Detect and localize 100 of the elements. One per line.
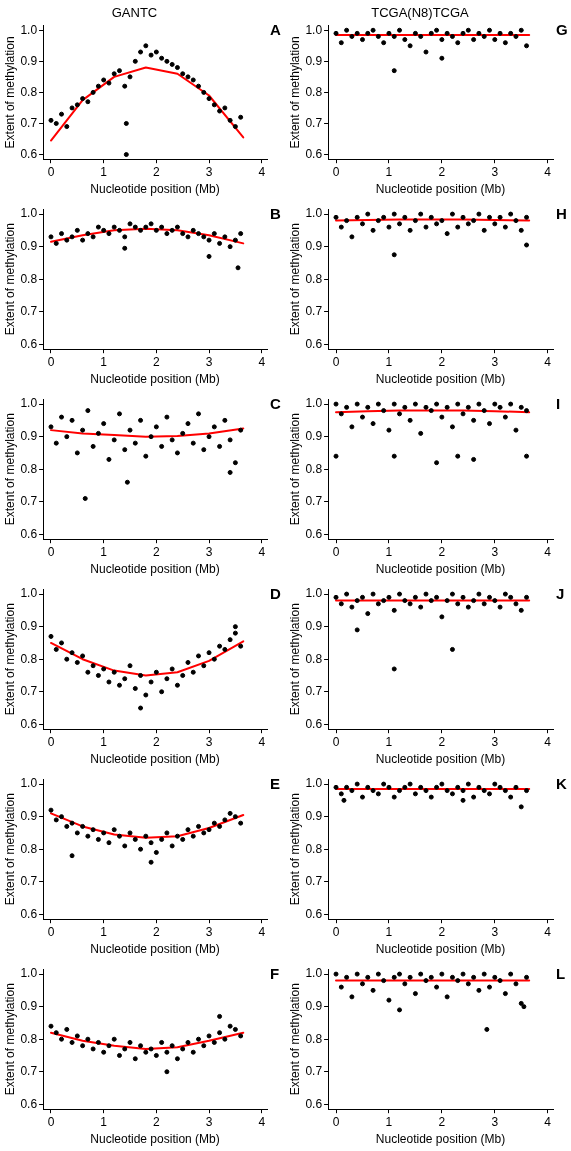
text: E	[270, 774, 281, 792]
x-tick-label: 0	[332, 544, 340, 559]
x-tick-label: 1	[385, 164, 393, 179]
x-tick-label: 2	[153, 924, 161, 939]
x-tick-label: 1	[385, 354, 393, 369]
x-tick-label: 0	[47, 924, 55, 939]
x-tick-label: 2	[438, 544, 446, 559]
x-tick-label: 4	[544, 924, 552, 939]
x-tick-label: 1	[100, 354, 108, 369]
y-tick-label: 0.8	[20, 271, 38, 286]
y-tick-label: 0.9	[20, 618, 38, 633]
x-tick-label: 0	[47, 1114, 55, 1129]
y-tick-label: 1.0	[305, 22, 323, 37]
x-tick-label: 1	[385, 544, 393, 559]
y-tick-label: 0.7	[20, 684, 38, 699]
y-axis-title: Extent of methylation	[2, 793, 17, 906]
x-tick-label: 2	[153, 164, 161, 179]
y-tick-label: 0.7	[20, 494, 38, 509]
x-tick-label: 0	[332, 734, 340, 749]
y-tick-label: 0.7	[305, 874, 323, 889]
x-tick-label: 3	[205, 164, 213, 179]
y-tick-label: 0.9	[305, 428, 323, 443]
y-tick-label: 0.9	[20, 238, 38, 253]
y-axis-title: Extent of methylation	[2, 983, 17, 1096]
x-tick-label: 1	[100, 1114, 108, 1129]
y-tick-label: 1.0	[305, 776, 323, 791]
y-tick-label: 1.0	[20, 396, 38, 411]
y-tick-label: 0.9	[305, 53, 323, 68]
x-axis-title: Nucleotide position (Mb)	[90, 942, 220, 957]
x-axis-title: Nucleotide position (Mb)	[90, 372, 220, 387]
text: I	[556, 394, 561, 412]
y-tick-label: 0.9	[20, 998, 38, 1013]
y-axis-title: Extent of methylation	[287, 36, 302, 149]
x-axis-title: Nucleotide position (Mb)	[90, 1132, 220, 1147]
y-axis-title: Extent of methylation	[2, 603, 17, 716]
y-tick-label: 0.6	[20, 1096, 38, 1111]
x-axis-title: Nucleotide position (Mb)	[375, 752, 506, 767]
y-tick-label: 0.9	[305, 618, 323, 633]
x-tick-label: 0	[332, 1114, 340, 1129]
x-tick-label: 3	[491, 734, 499, 749]
x-tick-label: 3	[491, 164, 499, 179]
x-tick-label: 3	[205, 1114, 213, 1129]
y-tick-label: 0.8	[305, 461, 323, 476]
x-tick-label: 4	[544, 164, 552, 179]
y-tick-label: 0.6	[305, 906, 323, 921]
x-tick-label: 0	[332, 164, 340, 179]
y-tick-label: 0.8	[20, 1031, 38, 1046]
x-tick-label: 4	[544, 734, 552, 749]
x-tick-label: 2	[153, 1114, 161, 1129]
x-tick-label: 2	[153, 734, 161, 749]
text: J	[556, 584, 565, 602]
x-tick-label: 2	[438, 924, 446, 939]
y-tick-label: 0.7	[305, 1064, 323, 1079]
y-tick-label: 0.6	[20, 526, 38, 541]
x-tick-label: 1	[385, 1114, 393, 1129]
y-tick-label: 0.6	[305, 526, 323, 541]
y-tick-label: 0.8	[20, 461, 38, 476]
x-tick-label: 4	[258, 354, 266, 369]
y-tick-label: 1.0	[305, 206, 323, 221]
y-tick-label: 0.6	[20, 146, 38, 161]
y-axis-title: Extent of methylation	[2, 223, 17, 336]
x-tick-label: 4	[258, 544, 266, 559]
y-tick-label: 0.6	[20, 716, 38, 731]
y-axis-title: Extent of methylation	[287, 223, 302, 336]
x-tick-label: 1	[385, 734, 393, 749]
y-tick-label: 0.8	[20, 84, 38, 99]
x-tick-label: 1	[100, 544, 108, 559]
x-axis-title: Nucleotide position (Mb)	[90, 752, 220, 767]
x-tick-label: 0	[332, 924, 340, 939]
text: L	[556, 964, 566, 982]
x-tick-label: 1	[100, 164, 108, 179]
y-tick-label: 0.7	[20, 874, 38, 889]
y-tick-label: 1.0	[305, 396, 323, 411]
y-tick-label: 0.9	[20, 428, 38, 443]
x-axis-title: Nucleotide position (Mb)	[375, 372, 506, 387]
y-tick-label: 0.6	[20, 906, 38, 921]
text: G	[556, 21, 568, 39]
y-tick-label: 0.8	[305, 271, 323, 286]
x-tick-label: 1	[100, 734, 108, 749]
text: B	[270, 204, 281, 222]
y-tick-label: 0.8	[305, 1031, 323, 1046]
x-tick-label: 3	[205, 544, 213, 559]
y-tick-label: 1.0	[20, 776, 38, 791]
y-tick-label: 0.6	[20, 336, 38, 351]
x-tick-label: 4	[544, 354, 552, 369]
y-tick-label: 0.9	[305, 238, 323, 253]
x-tick-label: 4	[544, 544, 552, 559]
y-tick-label: 0.8	[20, 841, 38, 856]
y-tick-label: 0.7	[305, 115, 323, 130]
y-axis-title: Extent of methylation	[2, 36, 17, 149]
y-tick-label: 0.7	[20, 304, 38, 319]
x-tick-label: 2	[153, 544, 161, 559]
y-tick-label: 1.0	[20, 586, 38, 601]
y-tick-label: 1.0	[305, 586, 323, 601]
text: F	[270, 964, 280, 982]
x-tick-label: 1	[100, 924, 108, 939]
y-axis-title: Extent of methylation	[287, 793, 302, 906]
text: D	[270, 584, 281, 602]
y-tick-label: 0.6	[305, 146, 323, 161]
y-axis-title: Extent of methylation	[287, 603, 302, 716]
